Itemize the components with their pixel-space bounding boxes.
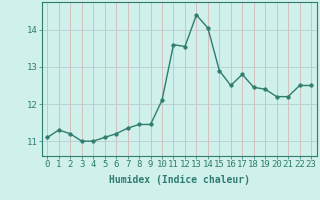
X-axis label: Humidex (Indice chaleur): Humidex (Indice chaleur) — [109, 175, 250, 185]
